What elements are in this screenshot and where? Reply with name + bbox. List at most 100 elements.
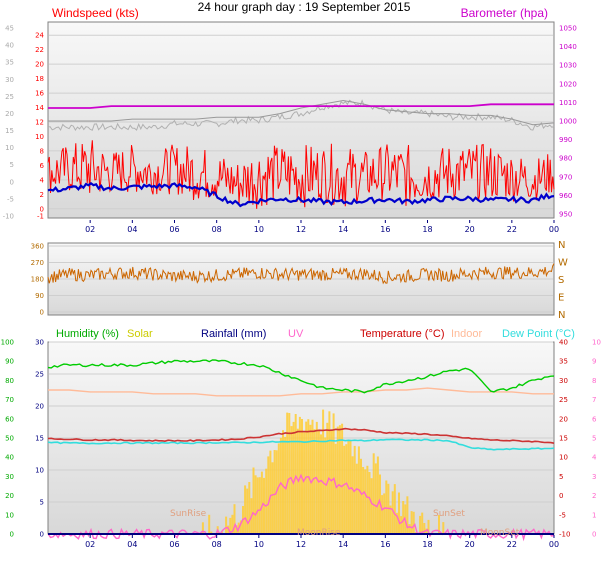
solar-bar (355, 463, 358, 534)
solar-bar (208, 514, 211, 534)
humidity-tick-label: 100 (1, 339, 14, 347)
humidity-series (47, 359, 555, 394)
rain-tick-label: 25 (35, 371, 44, 379)
x-tick-label: 16 (380, 540, 390, 549)
direction-tick-label: 0 (40, 309, 44, 317)
x-tick-label: 12 (296, 540, 306, 549)
solar-bar (427, 519, 430, 534)
solar-bar (271, 462, 274, 534)
rainfall-label: Rainfall (mm) (201, 328, 266, 340)
solar-bar (235, 525, 238, 534)
x-tick-label: 22 (507, 225, 517, 234)
temp-tick-label: 35 (559, 358, 568, 366)
wind-tick-label: 8 (40, 147, 44, 155)
uv-tick-label: 8 (592, 377, 596, 385)
direction-tick-label: 90 (35, 292, 44, 300)
baro-tick-label: 990 (559, 136, 572, 144)
humidity-tick-label: 20 (5, 492, 14, 500)
wind-outer-tick-label: -10 (3, 213, 14, 221)
baro-tick-label: 1000 (559, 118, 577, 126)
dewpoint-series (47, 438, 555, 451)
solar-bar (372, 453, 375, 534)
solar-bar (366, 465, 369, 534)
solar-bar (322, 409, 325, 534)
solar-bar (269, 450, 272, 534)
indoor-label: Indoor (451, 328, 483, 340)
wind-tick-label: 24 (35, 32, 44, 40)
temp-tick-label: -10 (559, 531, 570, 539)
solar-bar (311, 419, 314, 534)
solar-bar (296, 428, 299, 534)
solar-bar (324, 437, 327, 534)
solar-bar (364, 469, 367, 534)
humidity-tick-label: 90 (5, 358, 14, 366)
x-tick-label: 16 (380, 225, 390, 234)
x-tick-label: 08 (212, 225, 222, 234)
uv-tick-label: 4 (592, 454, 597, 462)
compass-label: N (558, 310, 565, 321)
moonset-marker: MoonSet (480, 528, 520, 538)
solar-bar (233, 504, 236, 534)
baro-tick-label: 1020 (559, 80, 577, 88)
solar-bar (336, 426, 339, 534)
solar-bar (220, 531, 223, 534)
temp-tick-label: 30 (559, 377, 568, 385)
chart-title: 24 hour graph day : 19 September 2015 (198, 0, 411, 14)
x-tick-label: 18 (422, 225, 432, 234)
wind-outer-tick-label: 25 (5, 93, 14, 101)
uv-tick-label: 7 (592, 396, 596, 404)
wind-tick-label: 20 (35, 61, 44, 69)
rain-tick-label: 5 (40, 499, 44, 507)
solar-bar (421, 512, 424, 534)
average-wind-series (47, 182, 555, 208)
solar-bar (334, 443, 337, 534)
temp-tick-label: 20 (559, 415, 568, 423)
x-tick-label: 04 (127, 540, 137, 549)
rain-tick-label: 20 (35, 403, 44, 411)
temp-tick-label: 5 (559, 473, 563, 481)
solar-bar (338, 425, 341, 534)
solar-bar (328, 411, 331, 534)
humidity-label: Humidity (%) (56, 328, 119, 340)
solar-bar (320, 434, 322, 534)
temperature-series (47, 427, 555, 444)
solar-label: Solar (127, 328, 153, 340)
temp-tick-label: 0 (559, 492, 563, 500)
x-tick-label: 18 (422, 540, 432, 549)
solar-bar (395, 512, 398, 534)
solar-bar (330, 430, 333, 534)
uv-tick-label: 6 (592, 415, 597, 423)
wind-grid (49, 34, 553, 210)
solar-bar (362, 467, 365, 534)
uv-tick-label: 1 (592, 511, 596, 519)
x-tick-label: 00 (549, 540, 559, 549)
solar-bar (391, 491, 394, 534)
humidity-tick-label: 50 (5, 435, 14, 443)
solar-bar (332, 413, 335, 534)
solar-bar (425, 528, 428, 534)
solar-bar (370, 478, 373, 534)
solar-bar (303, 432, 306, 534)
wind-outer-tick-label: -5 (7, 195, 14, 203)
baro-shadow-series (48, 99, 555, 126)
solar-bar (277, 443, 280, 534)
solar-bar (246, 488, 249, 534)
wind-tick-label: 22 (35, 46, 44, 54)
wind-tick-label: 16 (35, 90, 44, 98)
solar-bar (254, 475, 257, 534)
x-tick-label: 10 (254, 540, 264, 549)
wind-outer-tick-label: 30 (5, 76, 14, 84)
dewpoint-label: Dew Point (°C) (502, 328, 575, 340)
temp-ticks: 0102030405060708090100051015202530-10-50… (1, 339, 601, 539)
humidity-tick-label: 80 (5, 377, 14, 385)
rain-tick-label: 0 (40, 531, 44, 539)
humidity-tick-label: 70 (5, 396, 14, 404)
solar-bar (244, 485, 247, 534)
wind-tick-label: 4 (40, 176, 45, 184)
wind-outer-tick-label: 5 (10, 161, 14, 169)
uv-tick-label: 9 (592, 358, 596, 366)
uv-tick-label: 5 (592, 435, 596, 443)
solar-bar (201, 522, 204, 534)
temp-x-axis: 02 04 06 08 10 12 14 16 18 20 22 00 (85, 535, 559, 549)
